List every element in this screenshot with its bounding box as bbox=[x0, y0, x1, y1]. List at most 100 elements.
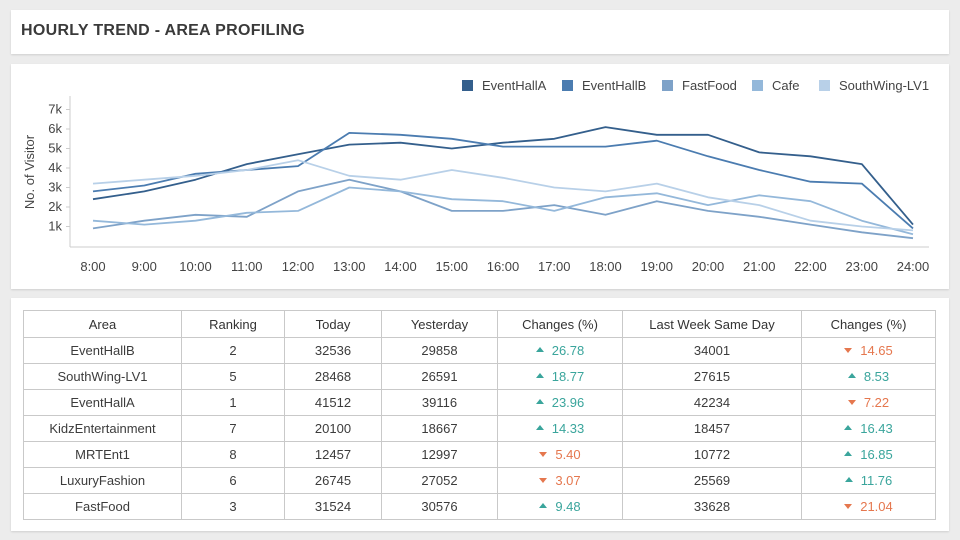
y-axis-label: No. of Visitor bbox=[22, 134, 37, 209]
yesterday-cell: 30576 bbox=[381, 493, 498, 520]
change-vs-yesterday-cell: 18.77 bbox=[497, 363, 623, 390]
change-value: 21.04 bbox=[860, 499, 893, 514]
x-tick-label: 10:00 bbox=[179, 259, 212, 274]
yesterday-cell: 39116 bbox=[381, 389, 498, 416]
series-line-cafe bbox=[92, 186, 914, 236]
yesterday-cell: 26591 bbox=[381, 363, 498, 390]
today-cell: 28468 bbox=[284, 363, 382, 390]
lastweek-cell: 27615 bbox=[622, 363, 802, 390]
table-row: KidzEntertainment 7 20100 18667 14.33 18457 16… bbox=[23, 415, 936, 442]
col-header-changes-last-week: Changes (%) bbox=[801, 310, 936, 338]
today-cell: 32536 bbox=[284, 337, 382, 364]
x-tick-label: 13:00 bbox=[333, 259, 366, 274]
change-vs-yesterday-cell: 14.33 bbox=[497, 415, 623, 442]
y-tick-label: 6k bbox=[48, 121, 62, 136]
hourly-trend-chart: 1k 2k 3k 4k 5k 6k 7k No. of Visitor 8:00 9:00 10:0… bbox=[22, 78, 929, 274]
today-cell: 41512 bbox=[284, 389, 382, 416]
change-value: 23.96 bbox=[551, 395, 585, 410]
legend-swatch bbox=[562, 80, 573, 91]
table-panel: Area Ranking Today Yesterday Changes (%)… bbox=[11, 298, 949, 531]
y-tick-label: 7k bbox=[48, 102, 62, 117]
legend-swatch bbox=[462, 80, 473, 91]
lastweek-cell: 18457 bbox=[622, 415, 802, 442]
x-tick-label: 23:00 bbox=[845, 259, 878, 274]
x-tick-label: 8:00 bbox=[80, 259, 105, 274]
change-vs-last-week-cell: 7.22 bbox=[801, 389, 936, 416]
yesterday-cell: 27052 bbox=[381, 467, 498, 494]
legend-label: EventHallB bbox=[582, 78, 646, 93]
change-value: 8.53 bbox=[863, 369, 890, 384]
change-vs-yesterday-cell: 9.48 bbox=[497, 493, 623, 520]
x-tick-label: 9:00 bbox=[132, 259, 157, 274]
area-cell: EventHallA bbox=[23, 389, 182, 416]
ranking-cell: 6 bbox=[181, 467, 285, 494]
change-value: 16.85 bbox=[860, 447, 893, 462]
change-value: 9.48 bbox=[555, 499, 581, 514]
lastweek-cell: 10772 bbox=[622, 441, 802, 468]
today-cell: 12457 bbox=[284, 441, 382, 468]
change-value: 14.33 bbox=[551, 421, 585, 436]
legend-swatch bbox=[752, 80, 763, 91]
legend-label: EventHallA bbox=[482, 78, 547, 93]
y-tick-label: 4k bbox=[48, 160, 62, 175]
change-value: 16.43 bbox=[860, 421, 893, 436]
ranking-cell: 3 bbox=[181, 493, 285, 520]
ranking-cell: 8 bbox=[181, 441, 285, 468]
arrow-down-icon bbox=[844, 504, 853, 510]
series-line-southwing-lv1 bbox=[92, 159, 914, 232]
y-tick-label: 1k bbox=[48, 219, 62, 234]
ranking-cell: 2 bbox=[181, 337, 285, 364]
table-row: FastFood 3 31524 30576 9.48 33628 21.04 bbox=[23, 493, 936, 520]
change-vs-last-week-cell: 11.76 bbox=[801, 467, 936, 494]
lastweek-cell: 33628 bbox=[622, 493, 802, 520]
arrow-up-icon bbox=[844, 425, 853, 431]
arrow-up-icon bbox=[844, 477, 853, 483]
table-row: EventHallB 2 32536 29858 26.78 34001 14.65 bbox=[23, 337, 936, 364]
area-cell: LuxuryFashion bbox=[23, 467, 182, 494]
y-tick-label: 2k bbox=[48, 199, 62, 214]
change-vs-yesterday-cell: 26.78 bbox=[497, 337, 623, 364]
change-vs-last-week-cell: 8.53 bbox=[801, 363, 936, 390]
yesterday-cell: 12997 bbox=[381, 441, 498, 468]
lastweek-cell: 42234 bbox=[622, 389, 802, 416]
legend-label: FastFood bbox=[682, 78, 737, 93]
today-cell: 31524 bbox=[284, 493, 382, 520]
x-tick-label: 12:00 bbox=[282, 259, 315, 274]
ranking-cell: 5 bbox=[181, 363, 285, 390]
arrow-up-icon bbox=[535, 347, 544, 353]
x-tick-label: 22:00 bbox=[794, 259, 827, 274]
today-cell: 20100 bbox=[284, 415, 382, 442]
col-header-yesterday: Yesterday bbox=[381, 310, 498, 338]
x-tick-label: 19:00 bbox=[640, 259, 673, 274]
x-tick-label: 15:00 bbox=[435, 259, 468, 274]
arrow-down-icon bbox=[539, 478, 548, 484]
arrow-down-icon bbox=[539, 452, 548, 458]
table-row: LuxuryFashion 6 26745 27052 3.07 25569 11.76 bbox=[23, 467, 936, 494]
arrow-down-icon bbox=[844, 348, 853, 354]
change-value: 7.22 bbox=[863, 395, 890, 410]
series-line-fastfood bbox=[92, 178, 914, 240]
legend-label: SouthWing-LV1 bbox=[839, 78, 929, 93]
x-tick-label: 21:00 bbox=[743, 259, 776, 274]
table-row: SouthWing-LV1 5 28468 26591 18.77 27615 8.53 bbox=[23, 363, 936, 390]
change-vs-yesterday-cell: 23.96 bbox=[497, 389, 623, 416]
x-tick-label: 20:00 bbox=[692, 259, 725, 274]
change-vs-last-week-cell: 14.65 bbox=[801, 337, 936, 364]
y-tick-label: 3k bbox=[48, 180, 62, 195]
y-tick-label: 5k bbox=[48, 141, 62, 156]
arrow-up-icon bbox=[535, 373, 544, 379]
arrow-up-icon bbox=[539, 503, 548, 509]
arrow-up-icon bbox=[535, 399, 544, 405]
change-value: 5.40 bbox=[555, 447, 581, 462]
change-value: 26.78 bbox=[551, 343, 585, 358]
legend-label: Cafe bbox=[772, 78, 799, 93]
area-cell: SouthWing-LV1 bbox=[23, 363, 182, 390]
area-profiling-table: Area Ranking Today Yesterday Changes (%)… bbox=[23, 310, 936, 520]
change-value: 11.76 bbox=[860, 473, 893, 488]
table-body: EventHallB 2 32536 29858 26.78 34001 14.65 Sout… bbox=[23, 337, 936, 520]
change-value: 18.77 bbox=[551, 369, 585, 384]
change-vs-last-week-cell: 16.43 bbox=[801, 415, 936, 442]
x-tick-label: 11:00 bbox=[231, 259, 263, 274]
series-line-eventhalla bbox=[92, 126, 914, 226]
area-cell: KidzEntertainment bbox=[23, 415, 182, 442]
